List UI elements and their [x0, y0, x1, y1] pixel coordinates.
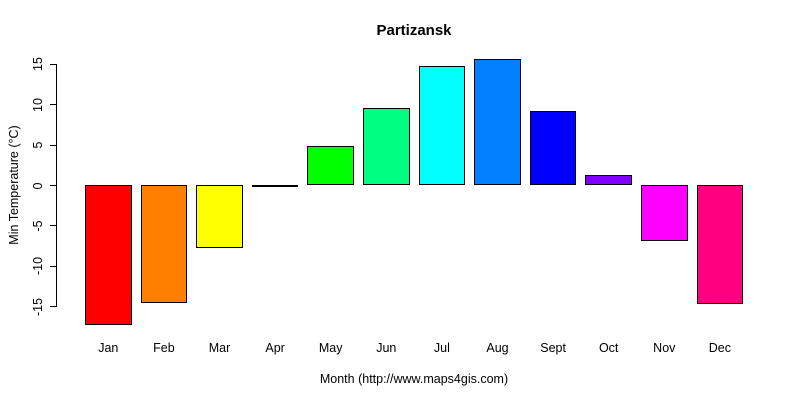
bar-mar	[196, 185, 243, 248]
y-tick-mark	[50, 225, 56, 227]
bar-jun	[363, 108, 410, 185]
y-tick-label: 5	[31, 141, 45, 149]
x-tick-label-aug: Aug	[486, 341, 509, 355]
bar-apr	[251, 185, 299, 188]
y-tick-mark	[50, 185, 56, 186]
y-tick-label: 15	[31, 57, 45, 72]
y-tick-label: -15	[31, 297, 45, 316]
x-axis-caption: Month (http://www.maps4gis.com)	[319, 372, 509, 386]
bar-jul	[418, 66, 466, 185]
x-tick-label-jan: Jan	[98, 341, 119, 355]
x-tick-label-feb: Feb	[153, 341, 175, 355]
y-tick-label: -5	[31, 220, 45, 232]
x-tick-label-apr: Apr	[265, 341, 285, 355]
x-tick-label-nov: Nov	[653, 341, 676, 355]
x-tick-label-sept: Sept	[540, 341, 566, 355]
y-tick-mark	[50, 306, 56, 307]
y-tick-mark	[50, 63, 56, 65]
y-tick-mark	[50, 104, 56, 106]
y-tick-mark	[50, 265, 56, 267]
x-tick-label-may: May	[318, 341, 343, 355]
y-tick-label: 0	[31, 182, 45, 189]
y-axis-line	[56, 63, 57, 307]
bar-dec	[696, 185, 744, 304]
bar-aug	[474, 59, 521, 185]
x-tick-label-mar: Mar	[208, 341, 231, 355]
bar-nov	[641, 185, 688, 242]
x-tick-label-dec: Dec	[708, 341, 731, 355]
x-tick-label-oct: Oct	[598, 341, 619, 355]
y-tick-mark	[50, 144, 56, 146]
chart-title: Partizansk	[376, 22, 452, 39]
bar-sept	[529, 110, 577, 185]
bar-may	[307, 146, 354, 185]
y-tick-label: -10	[31, 257, 45, 276]
y-tick-label: 10	[31, 97, 45, 112]
bar-jan	[85, 185, 132, 325]
x-tick-label-jul: Jul	[433, 341, 450, 355]
bar-oct	[585, 175, 632, 185]
x-tick-label-jun: Jun	[376, 341, 397, 355]
bar-feb	[140, 185, 188, 303]
y-axis-label: Min Temperature (°C)	[7, 125, 21, 245]
